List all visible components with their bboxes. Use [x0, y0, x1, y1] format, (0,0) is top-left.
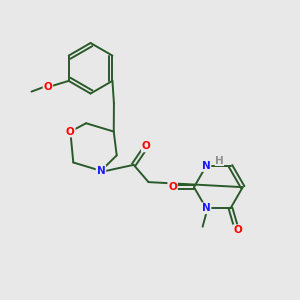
Text: H: H [215, 156, 224, 166]
Text: O: O [233, 225, 242, 235]
Text: O: O [66, 127, 75, 136]
Text: O: O [168, 182, 177, 192]
Text: O: O [44, 82, 52, 92]
Text: N: N [202, 161, 211, 171]
Text: N: N [202, 203, 211, 213]
Text: N: N [97, 166, 105, 176]
Text: O: O [142, 141, 151, 152]
